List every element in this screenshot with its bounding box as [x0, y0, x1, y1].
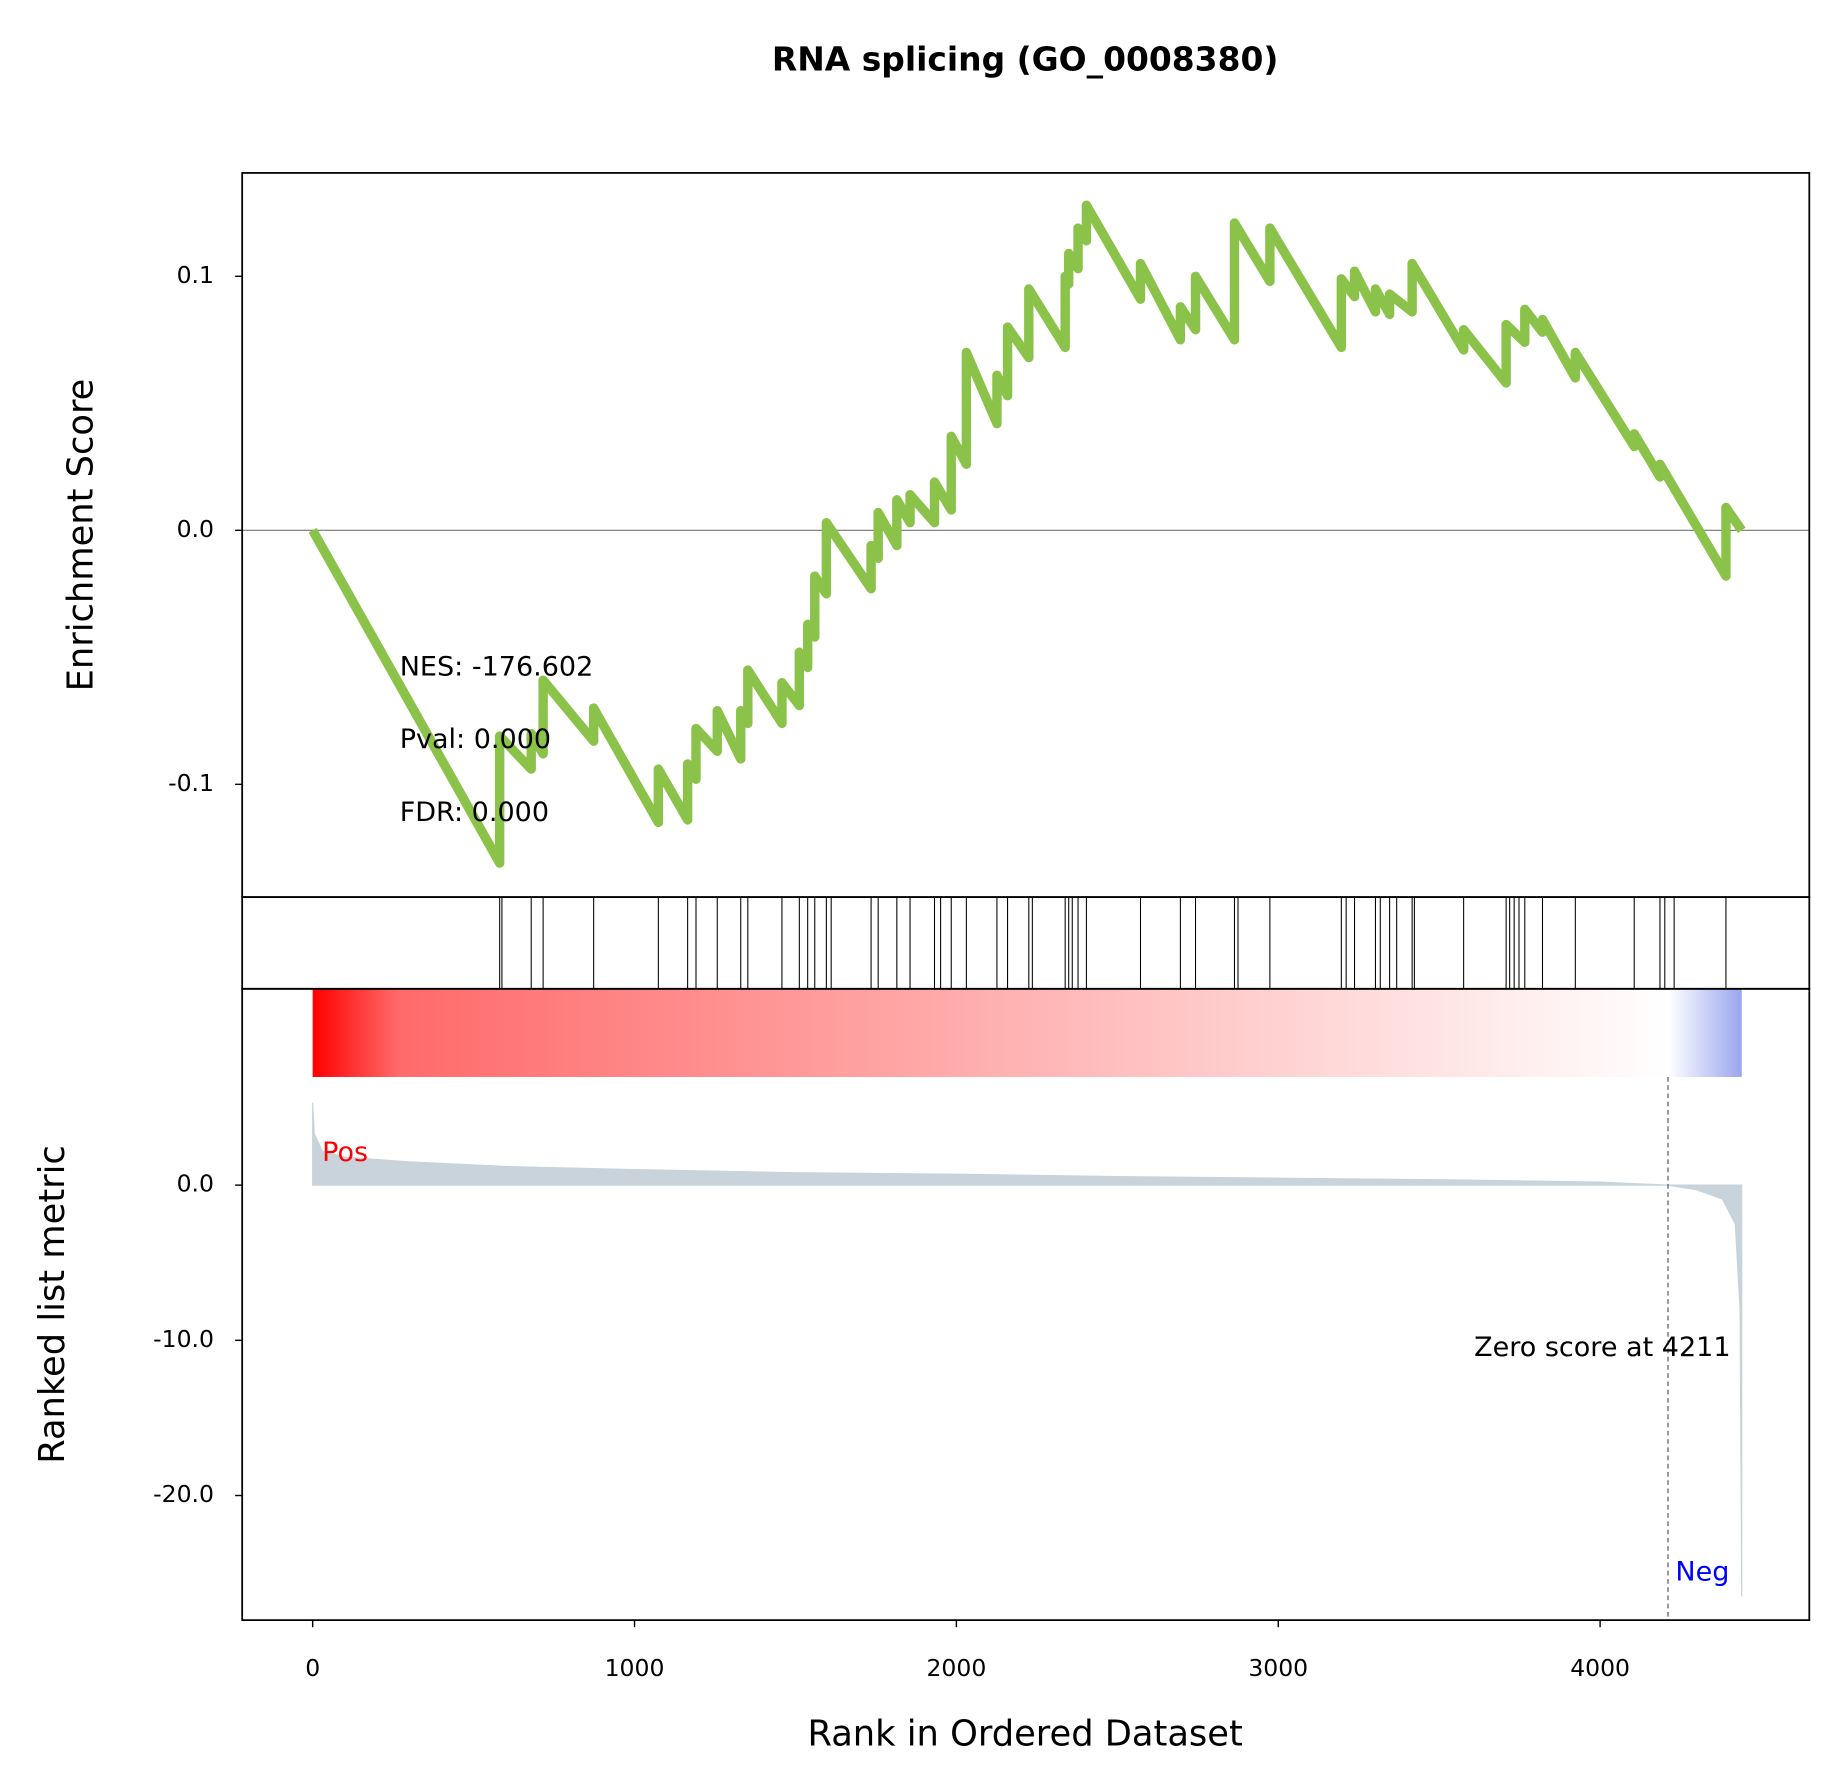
zero-score-label: Zero score at 4211 — [1474, 1332, 1730, 1363]
y-tick-label: 0.0 — [177, 1170, 214, 1198]
panel-frame — [241, 987, 1811, 1622]
x-tick-label: 4000 — [1570, 1654, 1630, 1682]
y-tick-label: -10.0 — [153, 1325, 214, 1353]
metric-area — [312, 1102, 1743, 1597]
panel-frame — [241, 896, 1811, 990]
y-axis-label: Ranked list metric — [32, 1145, 73, 1464]
es-line — [308, 200, 1746, 868]
pos-label: Pos — [322, 1137, 368, 1168]
neg-label: Neg — [1675, 1557, 1729, 1588]
stat-annotation: Pval: 0.000 — [400, 724, 551, 755]
y-tick-label: -0.1 — [168, 769, 214, 797]
figure-title: RNA splicing (GO_0008380) — [772, 40, 1279, 79]
x-tick-label: 3000 — [1248, 1654, 1308, 1682]
rank-colorbar — [312, 988, 1742, 1077]
stat-annotation: NES: -176.602 — [400, 651, 594, 682]
x-axis-label: Rank in Ordered Dataset — [807, 1713, 1242, 1754]
panel-frame — [241, 172, 1811, 898]
y-tick-label: -20.0 — [153, 1480, 214, 1508]
y-tick-label: 0.1 — [177, 261, 214, 289]
y-axis-label: Enrichment Score — [60, 379, 101, 692]
stat-annotation: FDR: 0.000 — [400, 797, 549, 828]
x-tick-label: 0 — [305, 1654, 320, 1682]
y-tick-label: 0.0 — [177, 515, 214, 543]
x-tick-label: 2000 — [926, 1654, 986, 1682]
x-tick-label: 1000 — [605, 1654, 665, 1682]
